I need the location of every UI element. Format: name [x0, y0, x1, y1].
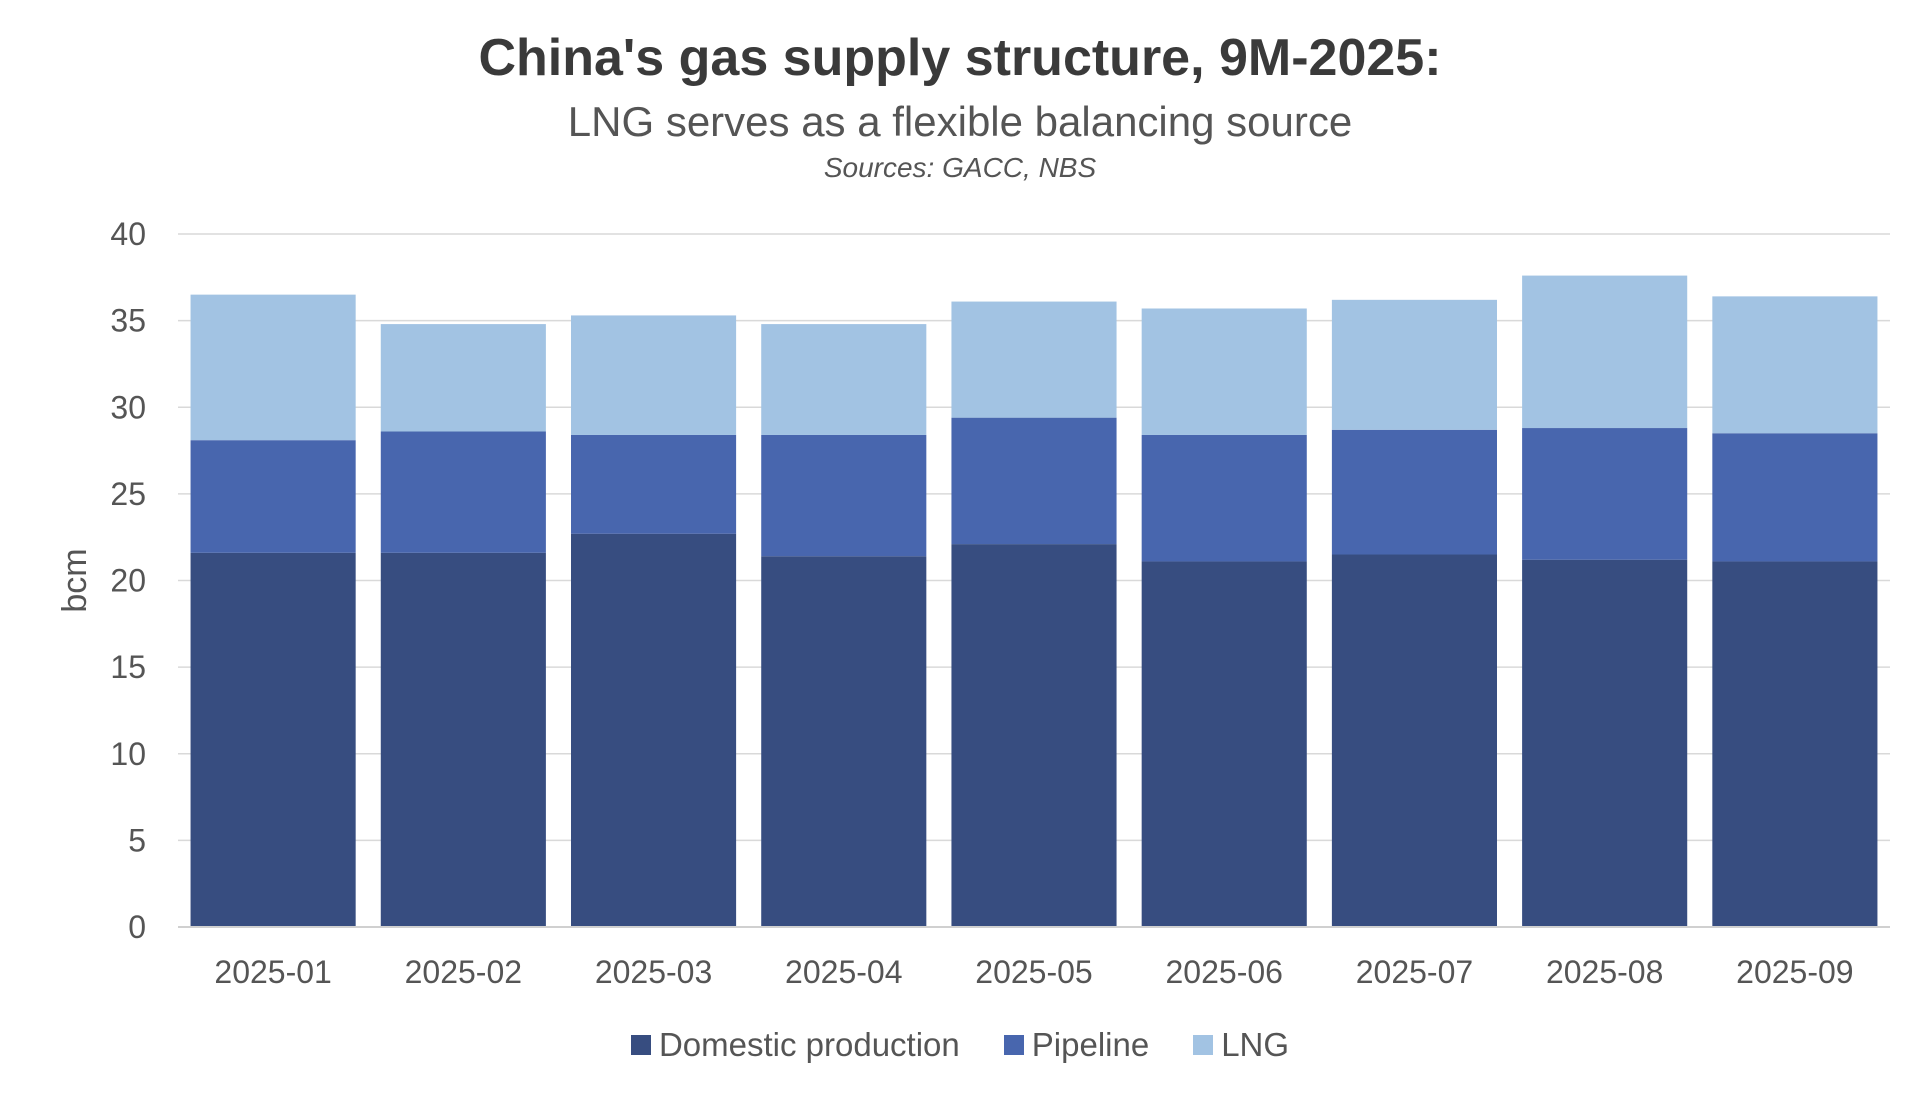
chart-legend: Domestic production Pipeline LNG [0, 1026, 1920, 1064]
bar-pipeline-2025-04 [761, 434, 927, 557]
bar-pipeline-2025-07 [1331, 429, 1498, 555]
x-tick-label-2025-05: 2025-05 [975, 954, 1092, 990]
bar-lng-2025-01 [190, 294, 356, 441]
bar-pipeline-2025-03 [570, 434, 737, 534]
y-tick-label-5: 5 [128, 822, 146, 858]
chart-subtitle: LNG serves as a flexible balancing sourc… [567, 98, 1353, 145]
bar-pipeline-2025-02 [380, 431, 546, 553]
y-tick-label-15: 15 [110, 649, 146, 685]
bar-pipeline-2025-05 [951, 417, 1117, 545]
bar-pipeline-2025-08 [1522, 428, 1688, 560]
y-tick-label-25: 25 [110, 476, 146, 512]
legend-item-lng: LNG [1193, 1026, 1289, 1064]
chart-title: China's gas supply structure, 9M-2025: [478, 29, 1442, 87]
legend-item-pipeline: Pipeline [1003, 1026, 1150, 1064]
x-tick-label-2025-02: 2025-02 [405, 954, 522, 990]
y-tick-label-10: 10 [110, 736, 146, 772]
bar-domestic-production-2025-09 [1712, 561, 1878, 927]
x-tick-label-2025-08: 2025-08 [1546, 954, 1663, 990]
bar-lng-2025-04 [761, 324, 927, 435]
bar-domestic-production-2025-05 [951, 544, 1117, 927]
y-tick-label-20: 20 [110, 563, 146, 599]
x-tick-label-2025-06: 2025-06 [1166, 954, 1283, 990]
x-tick-label-2025-09: 2025-09 [1736, 954, 1853, 990]
legend-item-domestic-production: Domestic production [630, 1026, 960, 1064]
x-tick-label-2025-03: 2025-03 [595, 954, 712, 990]
x-tick-label-2025-07: 2025-07 [1356, 954, 1473, 990]
y-tick-label-30: 30 [110, 389, 146, 425]
legend-label: Domestic production [658, 1026, 960, 1063]
bar-domestic-production-2025-06 [1141, 561, 1307, 927]
bar-domestic-production-2025-07 [1331, 554, 1498, 927]
bar-domestic-production-2025-01 [190, 552, 356, 927]
y-tick-label-0: 0 [128, 909, 146, 945]
bar-lng-2025-03 [570, 315, 737, 435]
legend-swatch [1003, 1035, 1024, 1055]
y-tick-label-40: 40 [110, 216, 146, 252]
sources-note: Sources: GACC, NBS [823, 152, 1097, 183]
y-axis-label: bcm [56, 548, 94, 612]
bar-lng-2025-02 [380, 324, 546, 432]
x-tick-label-2025-04: 2025-04 [785, 954, 902, 990]
bar-lng-2025-09 [1712, 296, 1878, 434]
bar-lng-2025-08 [1522, 275, 1688, 429]
legend-swatch [630, 1035, 651, 1055]
bar-domestic-production-2025-08 [1522, 559, 1688, 927]
bar-domestic-production-2025-02 [380, 552, 546, 927]
bar-pipeline-2025-09 [1712, 433, 1878, 562]
legend-swatch [1193, 1035, 1214, 1055]
y-tick-label-35: 35 [110, 303, 146, 339]
legend-label: Pipeline [1031, 1026, 1150, 1063]
x-tick-label-2025-01: 2025-01 [214, 954, 331, 990]
bar-lng-2025-06 [1141, 308, 1307, 435]
bar-pipeline-2025-06 [1141, 434, 1307, 562]
legend-label: LNG [1221, 1026, 1290, 1063]
bar-lng-2025-07 [1331, 299, 1498, 430]
bar-lng-2025-05 [951, 301, 1117, 418]
bar-domestic-production-2025-03 [570, 533, 737, 927]
bar-domestic-production-2025-04 [761, 556, 927, 927]
bar-pipeline-2025-01 [190, 440, 356, 553]
